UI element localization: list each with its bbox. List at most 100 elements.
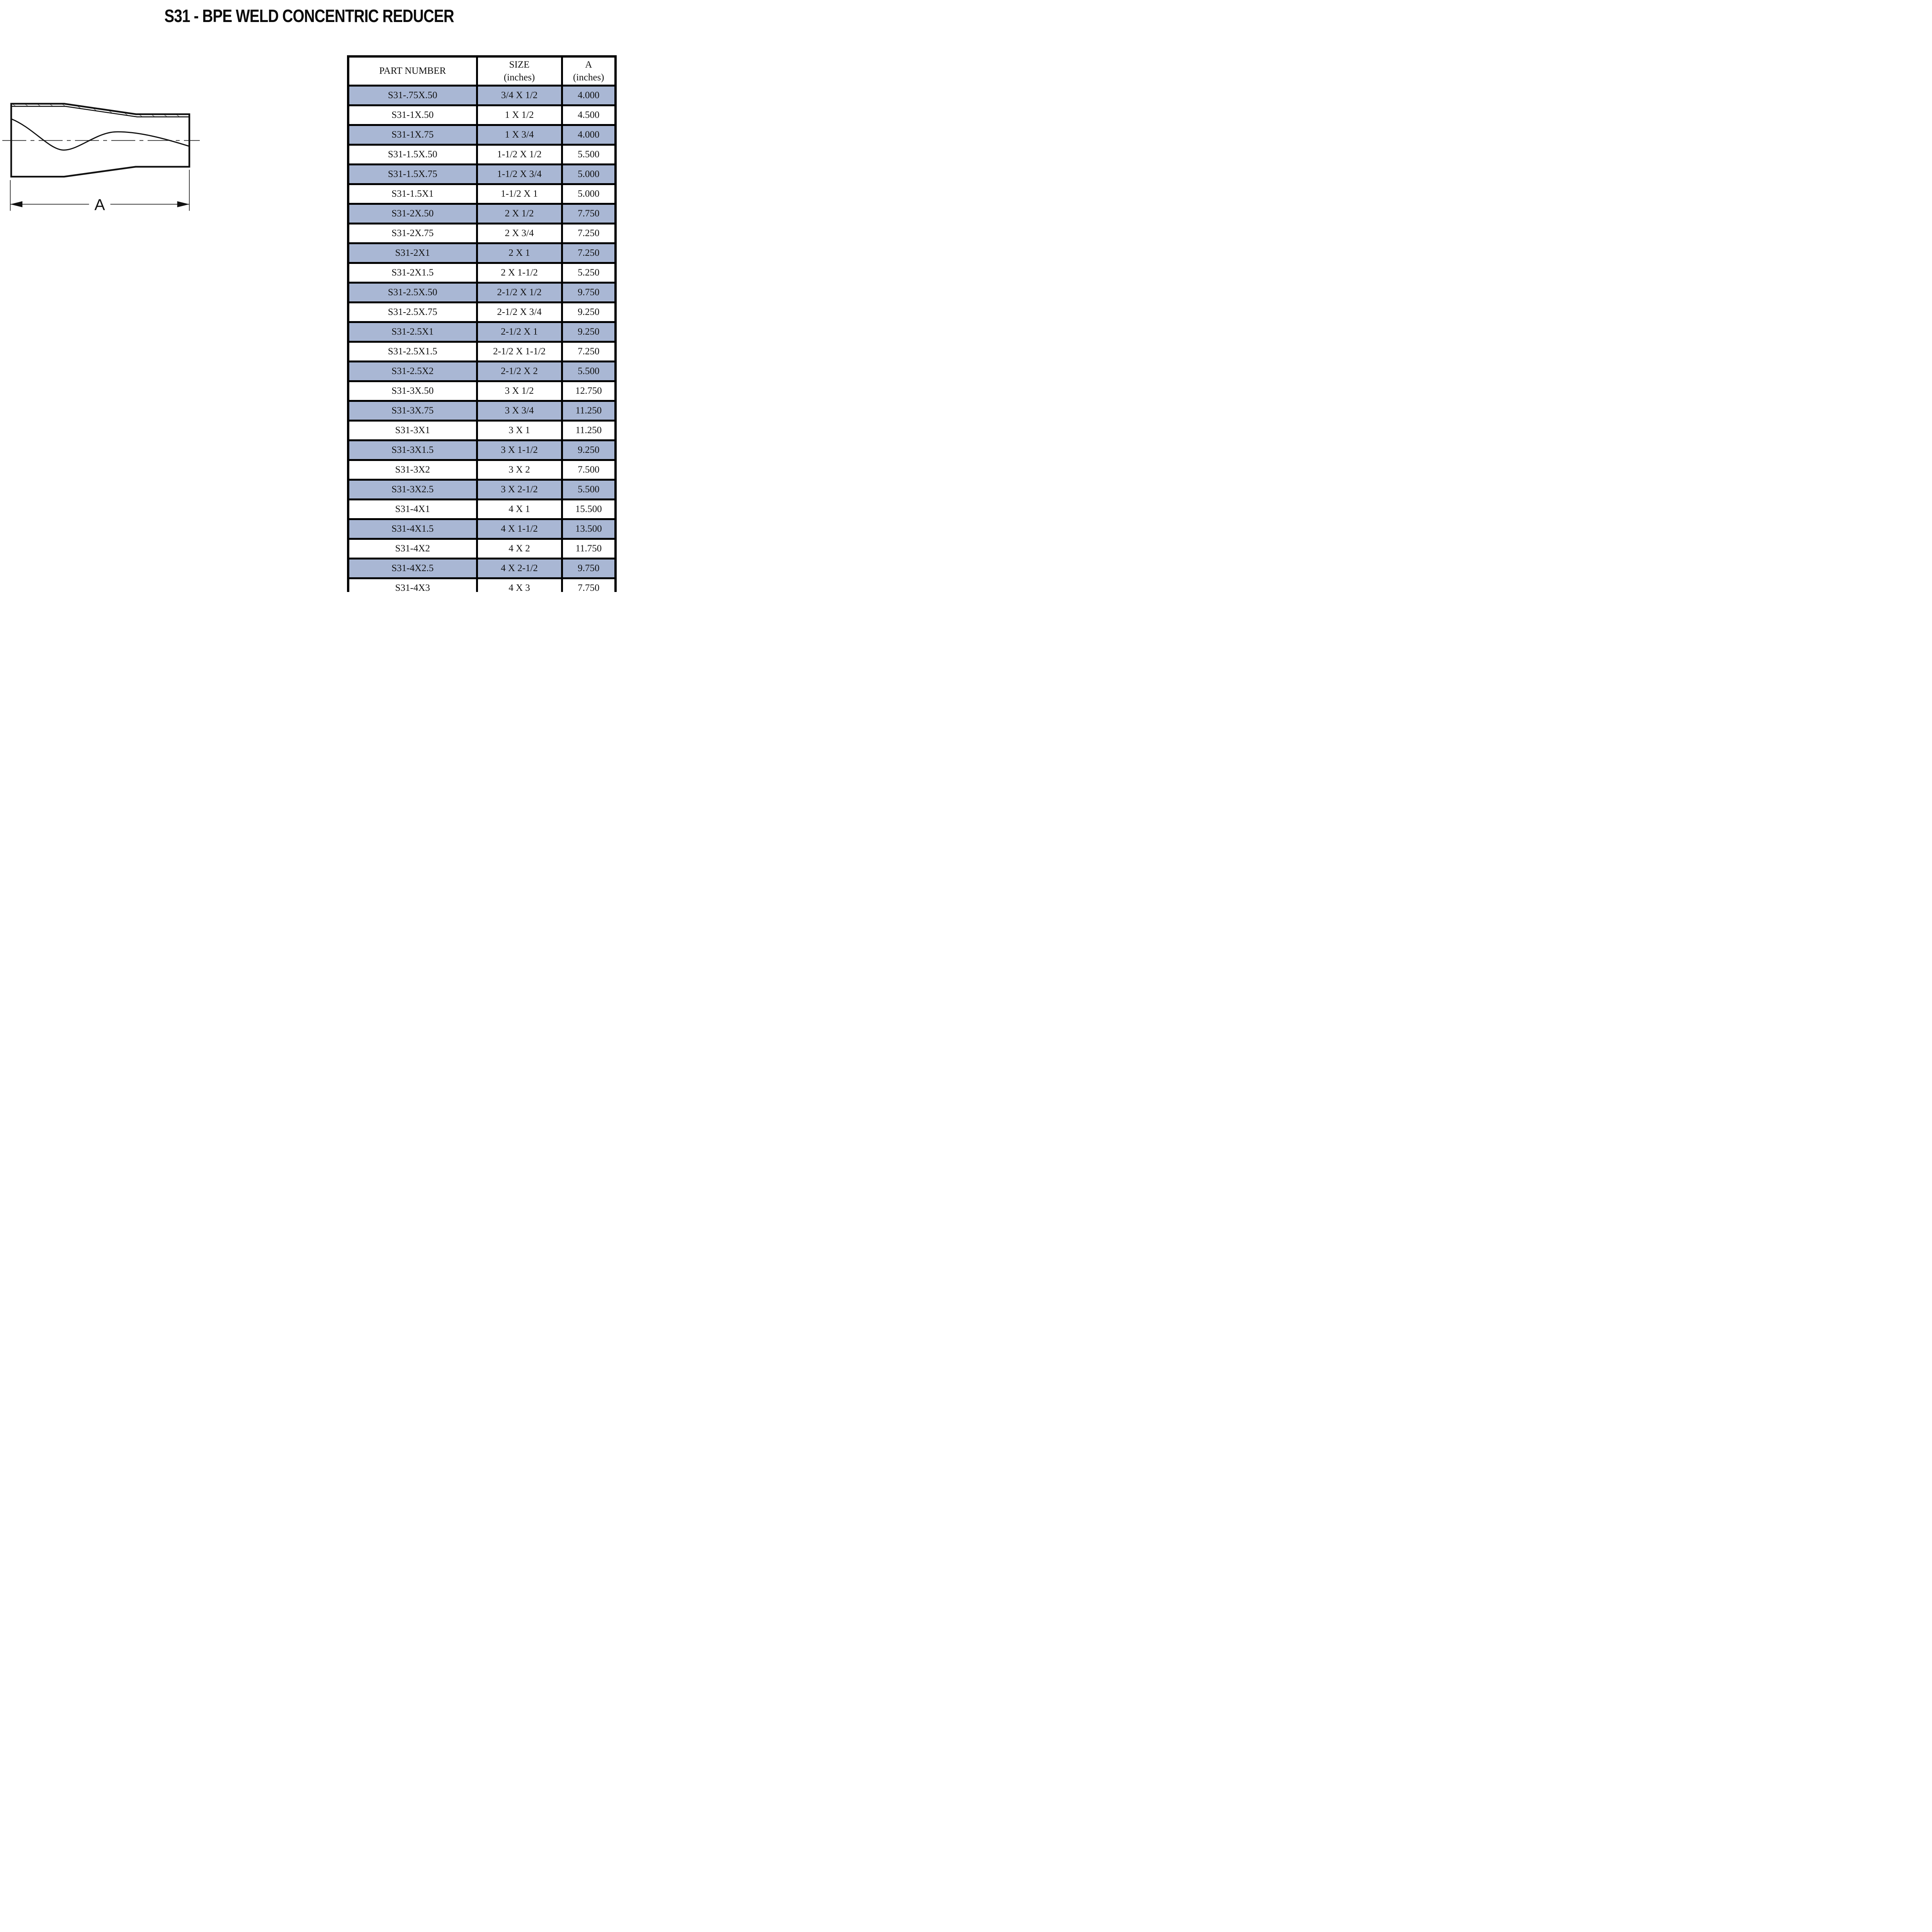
part-number-cell: S31-3X.50 (347, 380, 478, 402)
part-number-cell: S31-2X.75 (347, 223, 478, 244)
table-row: S31-2.5X1 2-1/2 X 1 9.250 (347, 321, 617, 343)
concentric-reducer-drawing: A (2, 99, 202, 219)
part-number-cell: S31-1.5X1 (347, 183, 478, 205)
size-cell: 4 X 1-1/2 (476, 518, 563, 540)
table-row: S31-3X1 3 X 1 11.250 (347, 420, 617, 441)
table-row: S31-2X.50 2 X 1/2 7.750 (347, 203, 617, 224)
a-dimension-cell: 9.250 (561, 301, 617, 323)
part-number-cell: S31-4X1 (347, 498, 478, 520)
dimension-label-a: A (94, 196, 105, 214)
table-row: S31-1X.50 1 X 1/2 4.500 (347, 104, 617, 126)
a-dimension-cell: 11.250 (561, 420, 617, 441)
size-cell: 2-1/2 X 2 (476, 361, 563, 382)
part-number-cell: S31-3X1.5 (347, 439, 478, 461)
size-cell: 1 X 1/2 (476, 104, 563, 126)
a-dimension-cell: 11.750 (561, 538, 617, 560)
size-cell: 1-1/2 X 1 (476, 183, 563, 205)
table-row: S31-2X.75 2 X 3/4 7.250 (347, 223, 617, 244)
column-header-size-units: (inches) (503, 72, 535, 83)
a-dimension-cell: 9.750 (561, 282, 617, 303)
table-row: S31-2X1 2 X 1 7.250 (347, 242, 617, 264)
a-dimension-cell: 11.250 (561, 400, 617, 422)
table-row: S31-4X2 4 X 2 11.750 (347, 538, 617, 560)
a-dimension-cell: 7.750 (561, 577, 617, 592)
part-number-cell: S31-3X.75 (347, 400, 478, 422)
part-number-cell: S31-4X3 (347, 577, 478, 592)
column-header-a: A (inches) (561, 55, 617, 87)
page-title: S31 - BPE WELD CONCENTRIC REDUCER (0, 5, 618, 26)
table-row: S31-3X.75 3 X 3/4 11.250 (347, 400, 617, 422)
reducer-outline (10, 103, 190, 178)
a-dimension-cell: 7.500 (561, 459, 617, 481)
part-number-cell: S31-2.5X.75 (347, 301, 478, 323)
size-cell: 4 X 3 (476, 577, 563, 592)
size-cell: 3 X 2-1/2 (476, 479, 563, 500)
a-dimension-cell: 7.250 (561, 242, 617, 264)
a-dimension-cell: 12.750 (561, 380, 617, 402)
a-dimension-cell: 5.500 (561, 144, 617, 165)
catalog-page: S31 - BPE WELD CONCENTRIC REDUCER (0, 0, 618, 592)
size-cell: 3 X 1/2 (476, 380, 563, 402)
column-header-a-label: A (585, 59, 592, 70)
part-number-cell: S31-4X2.5 (347, 558, 478, 579)
table-row: S31-3X.50 3 X 1/2 12.750 (347, 380, 617, 402)
size-cell: 3 X 1-1/2 (476, 439, 563, 461)
table-row: S31-4X3 4 X 3 7.750 (347, 577, 617, 592)
size-cell: 3 X 2 (476, 459, 563, 481)
dimension-arrow-right (177, 201, 189, 207)
size-cell: 2 X 1-1/2 (476, 262, 563, 284)
size-cell: 4 X 2-1/2 (476, 558, 563, 579)
part-number-cell: S31-1.5X.75 (347, 163, 478, 185)
part-number-cell: S31-2.5X1.5 (347, 341, 478, 362)
table-row: S31-3X2.5 3 X 2-1/2 5.500 (347, 479, 617, 500)
table-row: S31-2.5X.75 2-1/2 X 3/4 9.250 (347, 301, 617, 323)
a-dimension-cell: 4.000 (561, 124, 617, 146)
size-cell: 1-1/2 X 1/2 (476, 144, 563, 165)
size-cell: 2-1/2 X 1/2 (476, 282, 563, 303)
page-title-text: S31 - BPE WELD CONCENTRIC REDUCER (164, 6, 454, 26)
a-dimension-cell: 9.250 (561, 321, 617, 343)
table-header-row: PART NUMBER SIZE (inches) A (inches) (347, 55, 617, 87)
table-row: S31-4X1 4 X 1 15.500 (347, 498, 617, 520)
reducer-section-view: A (2, 103, 200, 214)
table-row: S31-1.5X.75 1-1/2 X 3/4 5.000 (347, 163, 617, 185)
part-number-cell: S31-4X1.5 (347, 518, 478, 540)
table-row: S31-2.5X1.5 2-1/2 X 1-1/2 7.250 (347, 341, 617, 362)
size-cell: 3 X 1 (476, 420, 563, 441)
table-row: S31-1X.75 1 X 3/4 4.000 (347, 124, 617, 146)
a-dimension-cell: 13.500 (561, 518, 617, 540)
wall-hatch-band (11, 104, 189, 117)
part-number-cell: S31-2.5X2 (347, 361, 478, 382)
size-cell: 3 X 3/4 (476, 400, 563, 422)
a-dimension-cell: 9.250 (561, 439, 617, 461)
column-header-size: SIZE (inches) (476, 55, 563, 87)
column-header-part-number: PART NUMBER (347, 55, 478, 87)
size-cell: 1-1/2 X 3/4 (476, 163, 563, 185)
dimension-arrow-left (10, 201, 22, 207)
part-number-cell: S31-3X2.5 (347, 479, 478, 500)
table-row: S31-2X1.5 2 X 1-1/2 5.250 (347, 262, 617, 284)
part-number-cell: S31-2X1 (347, 242, 478, 264)
size-cell: 4 X 2 (476, 538, 563, 560)
column-header-a-units: (inches) (573, 72, 604, 83)
a-dimension-cell: 5.500 (561, 361, 617, 382)
a-dimension-cell: 5.500 (561, 479, 617, 500)
table-row: S31-3X1.5 3 X 1-1/2 9.250 (347, 439, 617, 461)
part-number-cell: S31-1X.75 (347, 124, 478, 146)
parts-table: PART NUMBER SIZE (inches) A (inches) S31… (347, 55, 617, 592)
table-row: S31-2.5X2 2-1/2 X 2 5.500 (347, 361, 617, 382)
table-row: S31-.75X.50 3/4 X 1/2 4.000 (347, 85, 617, 106)
size-cell: 2-1/2 X 1-1/2 (476, 341, 563, 362)
part-number-cell: S31-3X2 (347, 459, 478, 481)
break-line-curve (11, 118, 190, 151)
a-dimension-cell: 15.500 (561, 498, 617, 520)
a-dimension-cell: 7.250 (561, 223, 617, 244)
table-row: S31-1.5X1 1-1/2 X 1 5.000 (347, 183, 617, 205)
table-body: S31-.75X.50 3/4 X 1/2 4.000 S31-1X.50 1 X 1/… (347, 85, 617, 592)
wall-inner-line (11, 105, 189, 117)
a-dimension-cell: 4.000 (561, 85, 617, 106)
a-dimension-cell: 5.250 (561, 262, 617, 284)
a-dimension-cell: 7.250 (561, 341, 617, 362)
a-dimension-cell: 5.000 (561, 183, 617, 205)
part-number-cell: S31-2.5X1 (347, 321, 478, 343)
